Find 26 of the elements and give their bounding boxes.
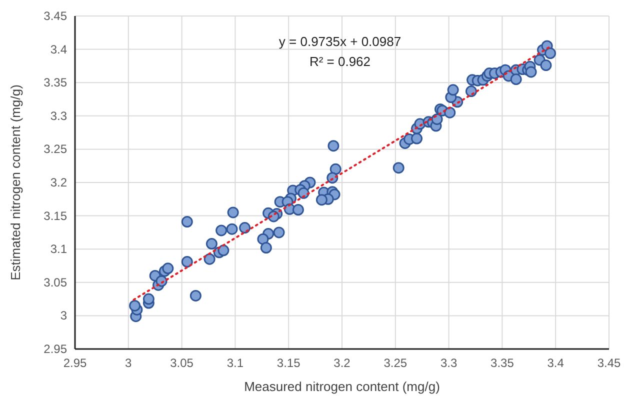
- y-tick-label: 3.1: [50, 242, 68, 256]
- annotation: y = 0.9735x + 0.0987: [278, 34, 402, 49]
- y-tick-label: 3.2: [50, 176, 68, 190]
- y-tick-label: 3: [60, 308, 68, 323]
- y-tick-label: 3.25: [44, 142, 68, 156]
- y-tick-label: 3.05: [44, 275, 68, 290]
- x-tick-label: 3.45: [597, 356, 621, 370]
- x-tick-label: 3.4: [547, 356, 564, 370]
- x-tick-label: 3.05: [170, 356, 194, 370]
- y-tick-label: 3.45: [44, 9, 68, 23]
- x-tick-label: 3.1: [226, 356, 244, 370]
- x-tick-label: 3.3: [440, 356, 458, 370]
- y-tick-label: 3.4: [50, 42, 68, 56]
- x-tick-label: 3.15: [276, 356, 301, 370]
- x-tick-label: 3.35: [490, 356, 514, 370]
- x-axis-title: Measured nitrogen content (mg/g): [244, 379, 440, 394]
- x-tick-label: 3.2: [334, 356, 351, 370]
- x-tick-label: 3: [125, 356, 132, 370]
- y-tick-label: 3.15: [44, 208, 68, 223]
- y-tick-label: 2.95: [44, 342, 68, 356]
- y-tick-label: 3.35: [44, 76, 68, 90]
- x-tick-label: 3.25: [384, 356, 408, 370]
- x-tick-label: 2.95: [63, 356, 87, 370]
- y-tick-label: 3.3: [50, 108, 68, 123]
- annotation: R² = 0.962: [309, 54, 371, 69]
- y-axis-title: Estimated nitrogen content (mg/g): [8, 84, 23, 280]
